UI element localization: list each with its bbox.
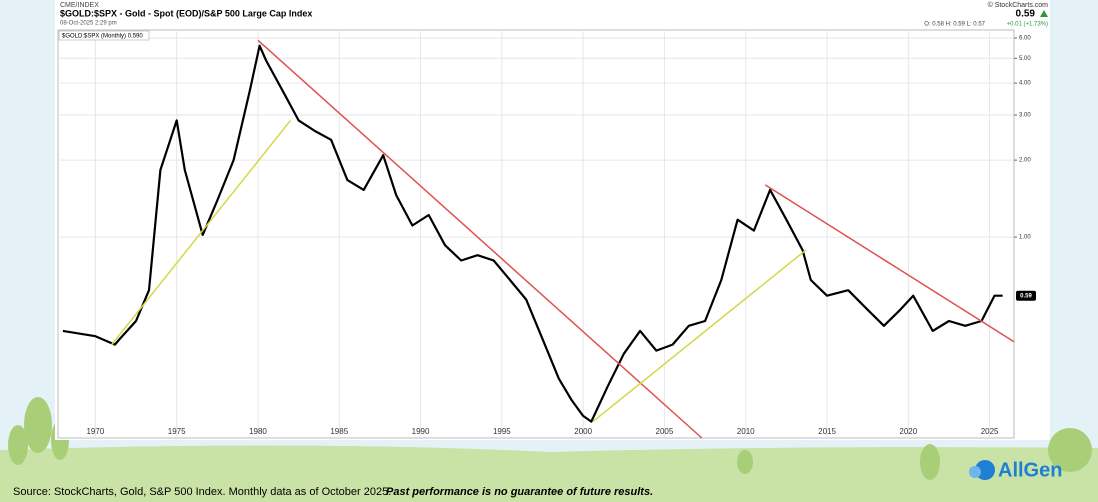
grass — [0, 445, 1098, 502]
end-label: 0.59 — [1020, 293, 1032, 299]
trend-line — [111, 119, 292, 346]
y-tick-label: 3.00 — [1019, 113, 1031, 119]
x-tick-label: 1990 — [412, 427, 430, 436]
chart-title: $GOLD:$SPX - Gold - Spot (EOD)/S&P 500 L… — [60, 8, 312, 18]
source: Source: StockCharts, Gold, S&P 500 Index… — [13, 486, 391, 498]
x-tick-label: 2000 — [574, 427, 592, 436]
y-tick-label: 5.00 — [1019, 56, 1031, 62]
x-tick-label: 1995 — [493, 427, 511, 436]
x-tick-label: 1975 — [168, 427, 186, 436]
plot-area — [57, 29, 1015, 439]
brand: © StockCharts.com — [988, 1, 1049, 9]
disclaimer: Past performance is no guarantee of futu… — [386, 486, 653, 498]
trend-line — [592, 249, 807, 423]
x-tick-label: 2005 — [656, 427, 674, 436]
legend-box — [58, 30, 150, 41]
trend-line — [257, 39, 703, 439]
y-tick-label: 4.00 — [1019, 81, 1031, 87]
logo: AllGen — [998, 459, 1062, 481]
ohl: O: 0.58 H: 0.59 L: 0.57 — [924, 22, 985, 28]
exchange: CME/INDEX — [60, 2, 99, 9]
x-tick-label: 2015 — [818, 427, 836, 436]
price-line — [62, 44, 1003, 423]
x-tick-label: 2020 — [899, 427, 917, 436]
x-tick-label: 2025 — [981, 427, 999, 436]
end-label-box — [1016, 290, 1036, 301]
x-tick-label: 1970 — [86, 427, 104, 436]
last-price: 0.59 — [1016, 9, 1036, 20]
legend-label: $GOLD:$SPX (Monthly) 0.590 — [62, 34, 143, 40]
timestamp: 08-Oct-2025 2:29 pm — [60, 21, 117, 27]
y-tick-label: 6.00 — [1019, 36, 1031, 42]
x-tick-label: 1985 — [330, 427, 348, 436]
up-arrow — [1040, 10, 1048, 17]
trend-line — [764, 184, 1015, 343]
change: +0.01 (+1.73%) — [1007, 22, 1048, 28]
logo-mark — [969, 466, 981, 478]
y-tick-label: 1.00 — [1019, 235, 1031, 241]
x-tick-label: 2010 — [737, 427, 755, 436]
x-tick-label: 1980 — [249, 427, 267, 436]
y-tick-label: 2.00 — [1019, 158, 1031, 164]
